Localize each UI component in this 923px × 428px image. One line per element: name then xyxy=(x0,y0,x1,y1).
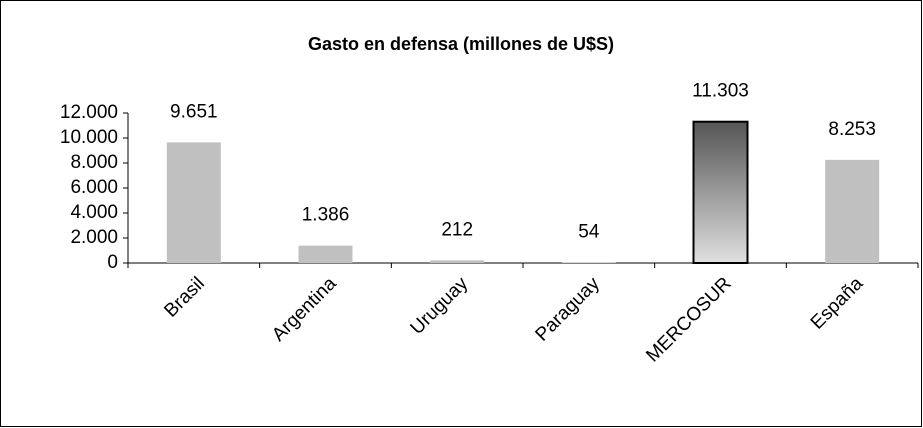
y-tick-label: 12.000 xyxy=(60,102,118,123)
bar xyxy=(561,262,616,263)
y-tick-label: 10.000 xyxy=(60,127,118,148)
bar xyxy=(825,159,880,263)
y-tick-label: 2.000 xyxy=(70,227,118,248)
bar xyxy=(298,245,353,263)
y-tick-label: 0 xyxy=(107,252,118,273)
value-label: 1.386 xyxy=(302,205,350,226)
value-label: 212 xyxy=(441,219,473,240)
bar xyxy=(166,142,221,263)
bar xyxy=(430,260,485,263)
chart-title: Gasto en defensa (millones de U$S) xyxy=(308,34,614,54)
bar xyxy=(692,120,749,265)
value-label: 9.651 xyxy=(170,101,218,122)
y-tick-label: 8.000 xyxy=(70,152,118,173)
value-label: 11.303 xyxy=(692,81,749,102)
y-tick-label: 6.000 xyxy=(70,177,118,198)
value-label: 54 xyxy=(578,221,600,242)
value-label: 8.253 xyxy=(828,119,876,140)
y-tick-label: 4.000 xyxy=(70,202,118,223)
